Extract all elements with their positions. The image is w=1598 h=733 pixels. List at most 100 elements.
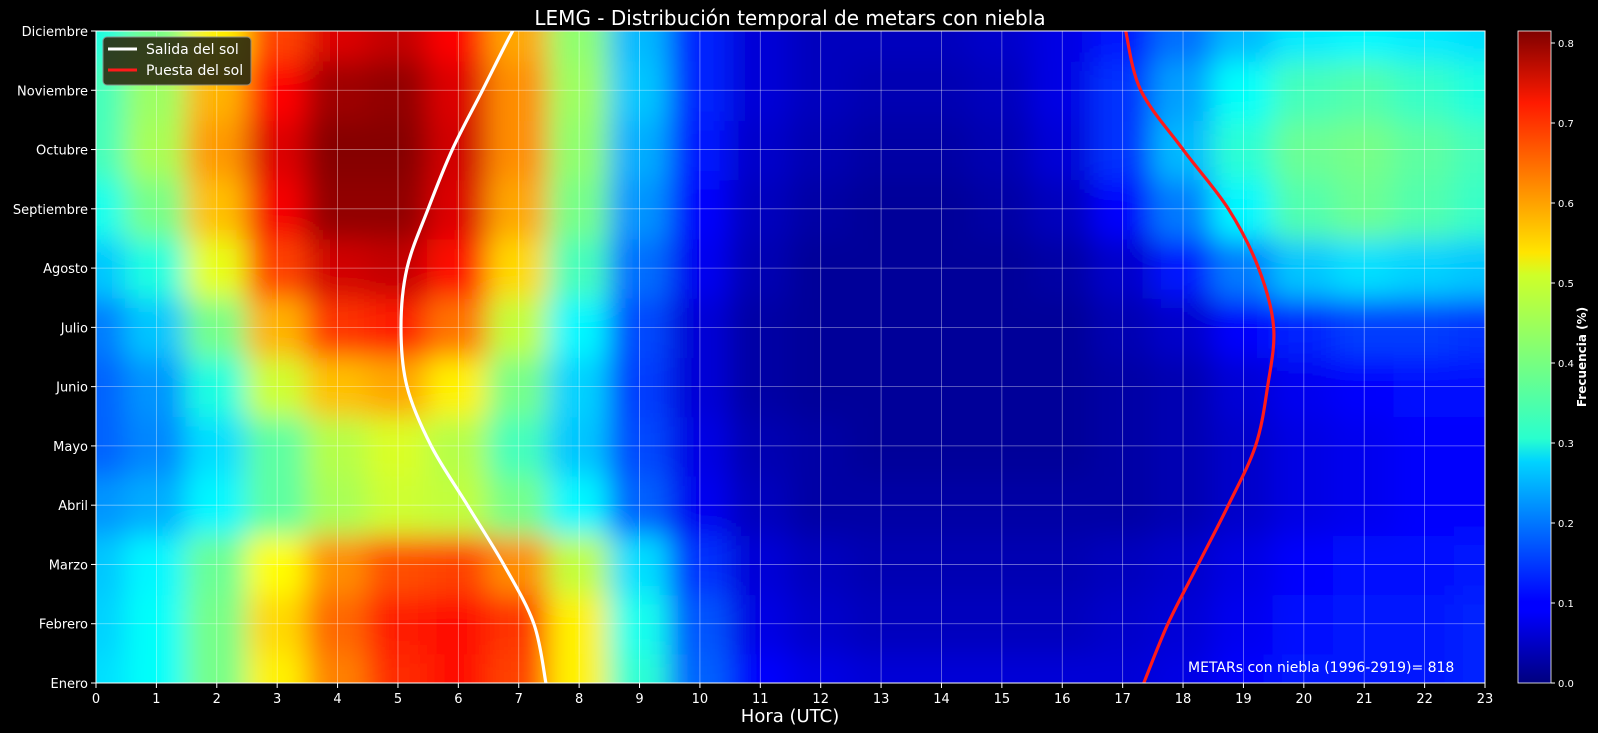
heatmap-cell	[1031, 593, 1094, 655]
heatmap-cell	[729, 652, 792, 683]
heatmap-cell	[1151, 533, 1215, 596]
heatmap-cell	[1272, 237, 1336, 299]
heatmap-cell	[1453, 593, 1485, 655]
x-tick-label: 11	[752, 692, 769, 707]
heatmap-cell	[1151, 593, 1215, 655]
heatmap-cell	[729, 178, 792, 240]
heatmap-cell	[1031, 415, 1094, 477]
heatmap-cell	[1212, 415, 1275, 477]
heatmap-cell	[487, 178, 550, 240]
heatmap-cell	[125, 178, 188, 240]
heatmap-cell	[366, 31, 430, 62]
heatmap-cell	[1453, 59, 1485, 121]
heatmap-cell	[1393, 31, 1456, 62]
heatmap-cell	[608, 415, 671, 477]
heatmap-cell	[1091, 474, 1154, 536]
heatmap-cell	[849, 59, 913, 121]
heatmap-cell	[125, 356, 188, 418]
heatmap-cell	[668, 356, 732, 418]
heatmap-cell	[487, 118, 550, 181]
heatmap-cell	[366, 296, 430, 358]
heatmap-cell	[1212, 31, 1275, 62]
heatmap-cell	[547, 237, 611, 299]
heatmap-cell	[1393, 415, 1456, 477]
heatmap-cell	[1151, 296, 1215, 358]
x-tick-label: 13	[873, 692, 890, 707]
y-tick-label: Mayo	[53, 440, 88, 455]
heatmap-cell	[608, 31, 671, 62]
heatmap-cell	[1031, 652, 1094, 683]
heatmap-cell	[547, 296, 611, 358]
heatmap-cell	[910, 474, 973, 536]
heatmap-cell	[306, 652, 369, 683]
heatmap-cell	[245, 356, 309, 418]
heatmap-cell	[1453, 118, 1485, 181]
heatmap-cell	[1151, 474, 1215, 536]
metar-count-annotation: METARs con niebla (1996-2919)= 818	[1188, 660, 1454, 676]
heatmap-cell	[245, 237, 309, 299]
heatmap-cell	[1333, 59, 1396, 121]
heatmap-cell	[849, 415, 913, 477]
heatmap-cell	[1272, 356, 1336, 418]
plot-frame	[95, 30, 1486, 684]
heatmap-cell	[1031, 31, 1094, 62]
chart-title: LEMG - Distribución temporal de metars c…	[534, 6, 1045, 30]
heatmap-cell	[1272, 178, 1336, 240]
y-tick-label: Marzo	[49, 558, 88, 573]
heatmap-cell	[185, 474, 248, 536]
heatmap-cell	[1272, 593, 1336, 655]
heatmap-cell	[185, 178, 248, 240]
heatmap-cell	[1212, 474, 1275, 536]
heatmap-cell	[1212, 533, 1275, 596]
heatmap-cell	[789, 296, 852, 358]
heatmap-cell	[729, 533, 792, 596]
x-tick-label: 9	[635, 692, 643, 707]
heatmap-plot-area	[96, 31, 1485, 683]
heatmap-cell	[1151, 59, 1215, 121]
heatmap-cell	[1333, 593, 1396, 655]
heatmap-cell	[1393, 474, 1456, 536]
heatmap-cell	[427, 59, 490, 121]
heatmap-cell	[668, 296, 732, 358]
x-tick-label: 18	[1175, 692, 1192, 707]
heatmap-cell	[729, 474, 792, 536]
heatmap-cell	[245, 31, 309, 62]
heatmap-cell	[1333, 415, 1396, 477]
x-axis-ticks: 0 1 2 3 4 5 6 7 8 9 10 11 12 13 14 15 16 17 18 19 20 21 22 23	[92, 683, 1493, 707]
heatmap-cell	[970, 296, 1034, 358]
heatmap-cell	[970, 533, 1034, 596]
heatmap-cell	[668, 593, 732, 655]
heatmap-cell	[910, 178, 973, 240]
heatmap-cell	[245, 652, 309, 683]
heatmap-cell	[668, 31, 732, 62]
heatmap-cell	[1091, 237, 1154, 299]
heatmap-cell	[668, 415, 732, 477]
heatmap-cell	[185, 237, 248, 299]
colorbar-tick-label: 0.0	[1558, 679, 1574, 690]
heatmap-cell	[910, 118, 973, 181]
heatmap-cell	[668, 474, 732, 536]
heatmap-cell	[970, 118, 1034, 181]
heatmap-cell	[185, 356, 248, 418]
heatmap-cell	[1091, 415, 1154, 477]
x-tick-label: 20	[1296, 692, 1313, 707]
heatmap-cell	[1393, 296, 1456, 358]
heatmap-cell	[1031, 356, 1094, 418]
y-tick-label: Febrero	[39, 618, 88, 633]
heatmap-cell	[245, 178, 309, 240]
heatmap-cell	[1393, 118, 1456, 181]
heatmap-cell	[427, 296, 490, 358]
heatmap-cell	[547, 59, 611, 121]
heatmap-cell	[125, 296, 188, 358]
heatmap-cell	[910, 652, 973, 683]
heatmap-cell	[125, 652, 188, 683]
heatmap-cell	[608, 356, 671, 418]
heatmap-cell	[96, 296, 128, 358]
heatmap-cell	[1212, 652, 1275, 683]
heatmap-cell	[366, 652, 430, 683]
heatmap-cell	[1393, 652, 1456, 683]
heatmap-cell	[1091, 533, 1154, 596]
heatmap-cell	[970, 415, 1034, 477]
heatmap-cell	[608, 533, 671, 596]
